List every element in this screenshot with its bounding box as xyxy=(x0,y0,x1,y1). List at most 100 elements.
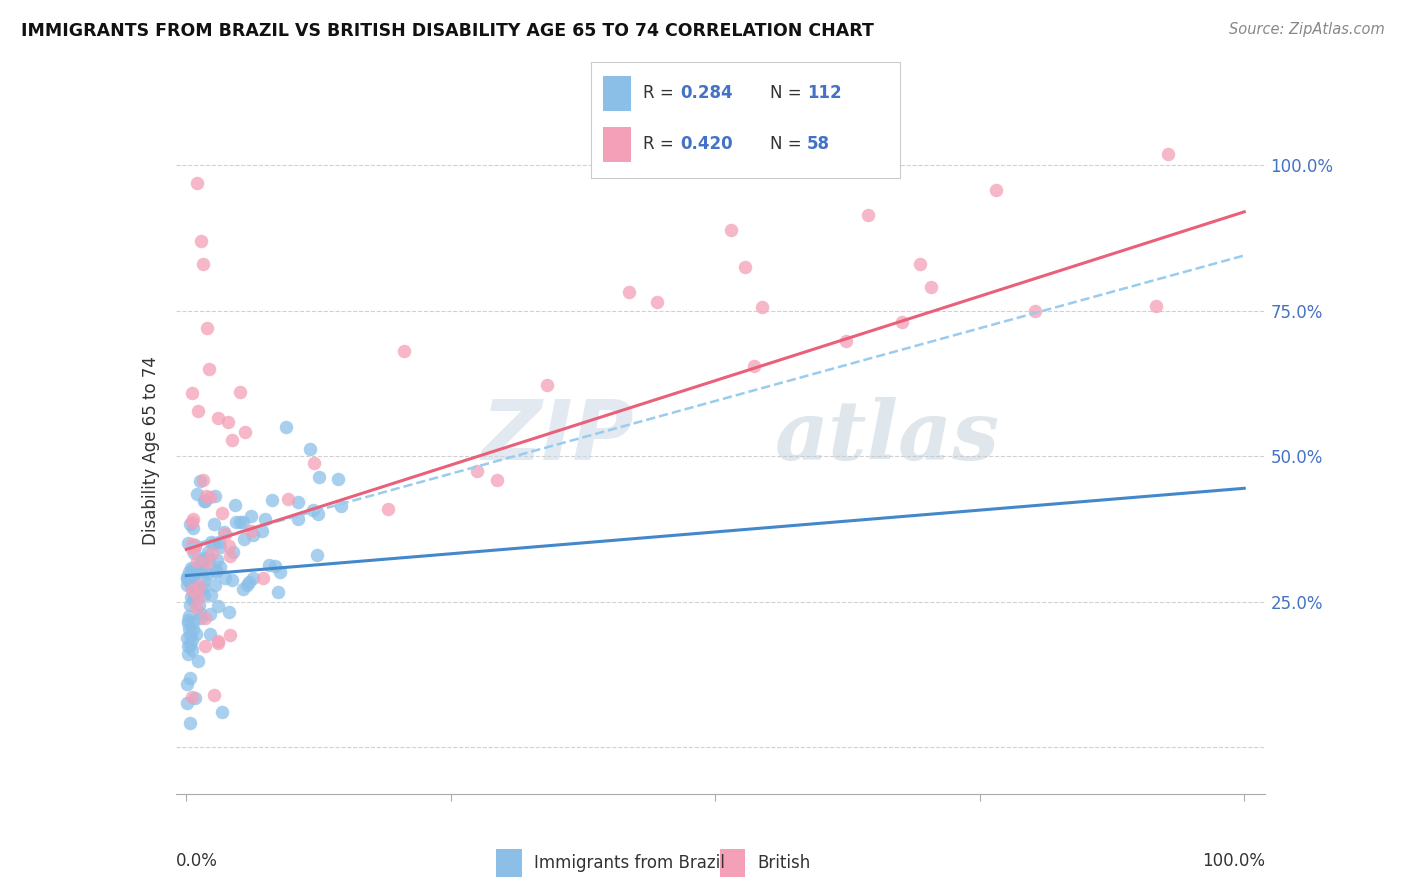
Point xyxy=(191,473,214,487)
Point xyxy=(287,495,309,509)
Point xyxy=(217,415,239,429)
Point xyxy=(218,540,240,554)
Point xyxy=(202,535,225,549)
Point xyxy=(236,578,259,592)
Point xyxy=(193,257,215,271)
Point xyxy=(214,571,236,585)
Text: ZIP: ZIP xyxy=(481,396,633,477)
Point xyxy=(302,456,325,470)
Point xyxy=(377,501,399,516)
Point xyxy=(190,559,212,574)
Point xyxy=(277,492,299,507)
Point xyxy=(211,506,233,520)
Y-axis label: Disability Age 65 to 74: Disability Age 65 to 74 xyxy=(142,356,160,545)
Bar xyxy=(603,128,631,162)
Point xyxy=(326,472,349,486)
Point xyxy=(252,571,274,585)
Point xyxy=(181,512,204,526)
Point xyxy=(269,565,291,579)
Point xyxy=(194,611,217,625)
Point xyxy=(617,285,640,299)
Point xyxy=(720,222,742,236)
Text: 58: 58 xyxy=(807,136,830,153)
Point xyxy=(183,588,205,602)
Point xyxy=(193,494,215,508)
Point xyxy=(188,474,211,488)
Point xyxy=(190,607,212,621)
Point xyxy=(200,588,222,602)
Point xyxy=(181,562,204,576)
Point xyxy=(233,425,256,439)
Point xyxy=(184,599,207,614)
Point xyxy=(186,486,208,500)
Point xyxy=(195,555,218,569)
Point xyxy=(240,524,263,538)
Text: N =: N = xyxy=(770,84,807,103)
Point xyxy=(734,260,756,274)
Point xyxy=(179,671,201,685)
Point xyxy=(184,540,207,554)
Point xyxy=(204,577,226,591)
Point xyxy=(1157,146,1180,161)
Point xyxy=(204,565,226,579)
Point xyxy=(188,555,211,569)
Point xyxy=(856,208,879,222)
Point xyxy=(198,552,221,566)
Point xyxy=(176,570,198,584)
Point xyxy=(264,559,287,574)
Point xyxy=(209,560,232,574)
Point xyxy=(198,627,221,641)
Point xyxy=(202,688,225,702)
Point xyxy=(181,521,204,535)
Point xyxy=(742,359,765,373)
Point xyxy=(181,632,204,647)
Point xyxy=(184,581,207,595)
Point xyxy=(180,541,202,556)
Point xyxy=(260,493,283,508)
Text: atlas: atlas xyxy=(775,397,1000,476)
Point xyxy=(218,605,240,619)
Point xyxy=(177,648,200,662)
Point xyxy=(212,524,235,539)
Point xyxy=(198,607,221,622)
Point xyxy=(181,642,204,657)
Point xyxy=(194,493,217,508)
Point xyxy=(232,582,254,596)
Point xyxy=(187,578,209,592)
Text: 0.284: 0.284 xyxy=(681,84,733,103)
Point xyxy=(195,566,218,581)
Point xyxy=(207,410,229,425)
Point xyxy=(176,696,198,710)
Point xyxy=(180,690,202,704)
Point xyxy=(193,550,215,565)
Point xyxy=(221,574,243,588)
Point xyxy=(187,404,209,418)
Point xyxy=(204,517,226,532)
Point xyxy=(191,553,214,567)
Point xyxy=(179,573,201,587)
Point xyxy=(179,628,201,642)
Point xyxy=(242,528,264,542)
Text: Source: ZipAtlas.com: Source: ZipAtlas.com xyxy=(1229,22,1385,37)
Text: British: British xyxy=(758,854,811,872)
Text: R =: R = xyxy=(643,84,679,103)
Point xyxy=(221,434,243,448)
Point xyxy=(222,545,245,559)
Point xyxy=(177,565,200,579)
Point xyxy=(184,566,207,580)
Point xyxy=(307,508,329,522)
Point xyxy=(835,334,858,348)
Point xyxy=(179,598,201,612)
Point xyxy=(219,628,242,642)
Point xyxy=(257,558,280,572)
Point xyxy=(239,508,262,523)
Point xyxy=(194,639,217,653)
Point xyxy=(176,613,198,627)
Point xyxy=(181,592,204,607)
Point xyxy=(214,527,236,541)
Point xyxy=(194,489,217,503)
Point xyxy=(197,545,219,559)
Bar xyxy=(603,77,631,112)
Point xyxy=(190,582,212,597)
Point xyxy=(177,615,200,630)
